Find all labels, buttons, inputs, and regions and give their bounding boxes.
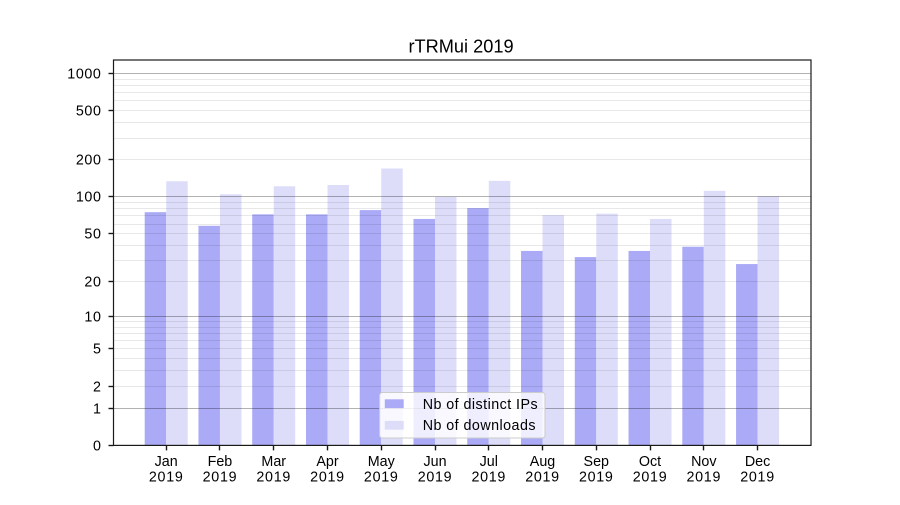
svg-text:2019: 2019: [203, 470, 238, 486]
svg-text:5: 5: [93, 341, 102, 357]
svg-text:Sep: Sep: [584, 454, 609, 470]
svg-text:2019: 2019: [149, 470, 184, 486]
svg-text:2019: 2019: [310, 470, 345, 486]
svg-text:Jul: Jul: [480, 454, 498, 470]
svg-text:200: 200: [76, 152, 102, 168]
svg-text:Jun: Jun: [423, 454, 446, 470]
svg-text:Aug: Aug: [530, 454, 555, 470]
svg-text:Jan: Jan: [155, 454, 178, 470]
svg-text:Mar: Mar: [261, 454, 286, 470]
svg-text:Oct: Oct: [639, 454, 661, 470]
svg-text:500: 500: [76, 103, 102, 119]
svg-text:2019: 2019: [418, 470, 453, 486]
svg-text:2019: 2019: [633, 470, 668, 486]
svg-text:2019: 2019: [686, 470, 721, 486]
svg-text:Nov: Nov: [691, 454, 717, 470]
svg-text:rTRMui 2019: rTRMui 2019: [408, 37, 513, 57]
svg-text:0: 0: [93, 438, 102, 454]
svg-text:2019: 2019: [740, 470, 775, 486]
svg-text:Nb of distinct IPs: Nb of distinct IPs: [423, 397, 538, 413]
svg-text:10: 10: [84, 309, 101, 325]
svg-text:100: 100: [76, 189, 102, 205]
svg-text:2019: 2019: [471, 470, 506, 486]
svg-text:2019: 2019: [525, 470, 560, 486]
svg-text:Nb of downloads: Nb of downloads: [423, 418, 536, 434]
svg-text:May: May: [368, 454, 396, 470]
svg-text:2019: 2019: [364, 470, 399, 486]
svg-text:Feb: Feb: [208, 454, 233, 470]
svg-text:Apr: Apr: [316, 454, 338, 470]
svg-text:20: 20: [84, 274, 101, 290]
svg-text:2019: 2019: [579, 470, 614, 486]
svg-text:1000: 1000: [67, 66, 101, 82]
svg-text:2019: 2019: [256, 470, 291, 486]
svg-text:50: 50: [84, 226, 101, 242]
svg-text:1: 1: [93, 401, 102, 417]
svg-text:2: 2: [93, 379, 102, 395]
svg-text:Dec: Dec: [745, 454, 770, 470]
